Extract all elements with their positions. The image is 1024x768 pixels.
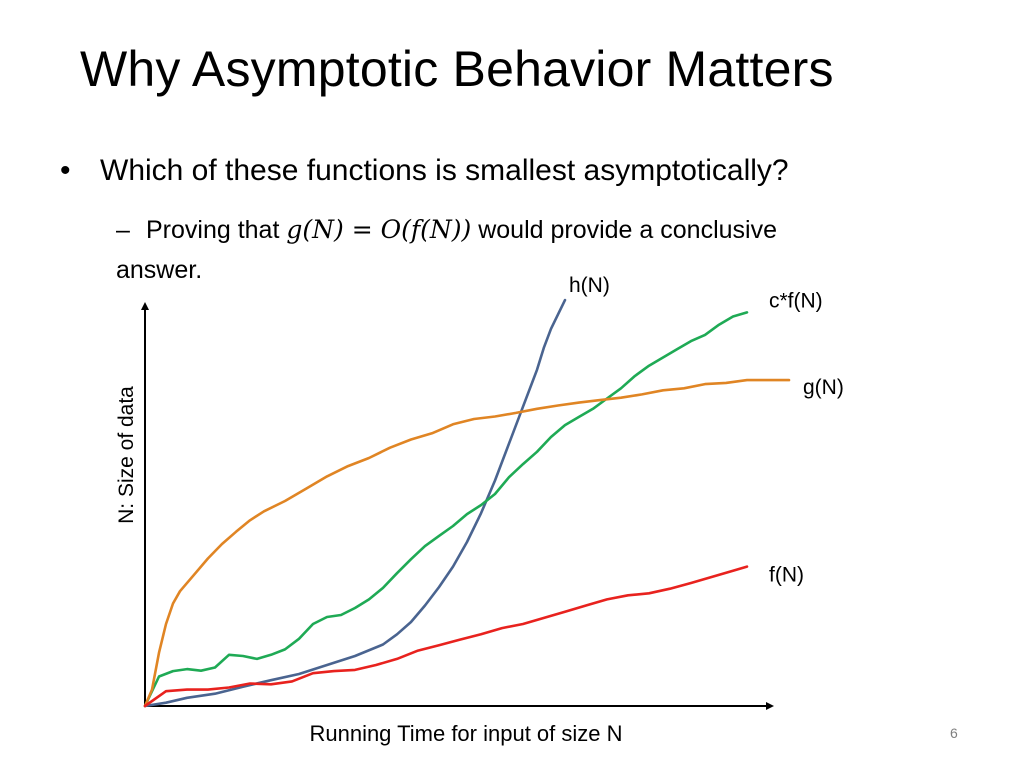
y-axis-label: N: Size of data bbox=[115, 386, 138, 524]
series-line-f-n bbox=[143, 565, 749, 708]
series-layer bbox=[143, 298, 791, 708]
slide-number: 6 bbox=[950, 725, 958, 741]
sub-bullet-prefix: Proving that bbox=[146, 216, 280, 244]
x-axis-label: Running Time for input of size N bbox=[309, 721, 622, 746]
series-line-h-n bbox=[143, 298, 567, 708]
bullet-dot: • bbox=[60, 154, 71, 187]
sub-bullet-item: – Proving that g(N) = O(f(N)) would provi… bbox=[116, 210, 836, 290]
label-layer: h(N) c*f(N) g(N) f(N) bbox=[569, 274, 844, 586]
series-line-c-f-n bbox=[143, 311, 749, 708]
slide-title: Why Asymptotic Behavior Matters bbox=[80, 41, 834, 97]
series-label-f-n: f(N) bbox=[769, 564, 804, 587]
bullet-text: Which of these functions is smallest asy… bbox=[100, 154, 789, 187]
series-label-c-f-n: c*f(N) bbox=[769, 289, 823, 312]
sub-bullet-suffix: would provide a conclusive answer. bbox=[116, 216, 777, 284]
series-label-h-n: h(N) bbox=[569, 274, 610, 297]
series-label-g-n: g(N) bbox=[803, 376, 844, 399]
big-o-expression: g(N) = O(f(N)) bbox=[286, 215, 472, 244]
series-line-g-n bbox=[143, 378, 791, 708]
bullet-item: • Which of these functions is smallest as… bbox=[60, 154, 789, 188]
sub-bullet-dash: – bbox=[116, 216, 130, 244]
